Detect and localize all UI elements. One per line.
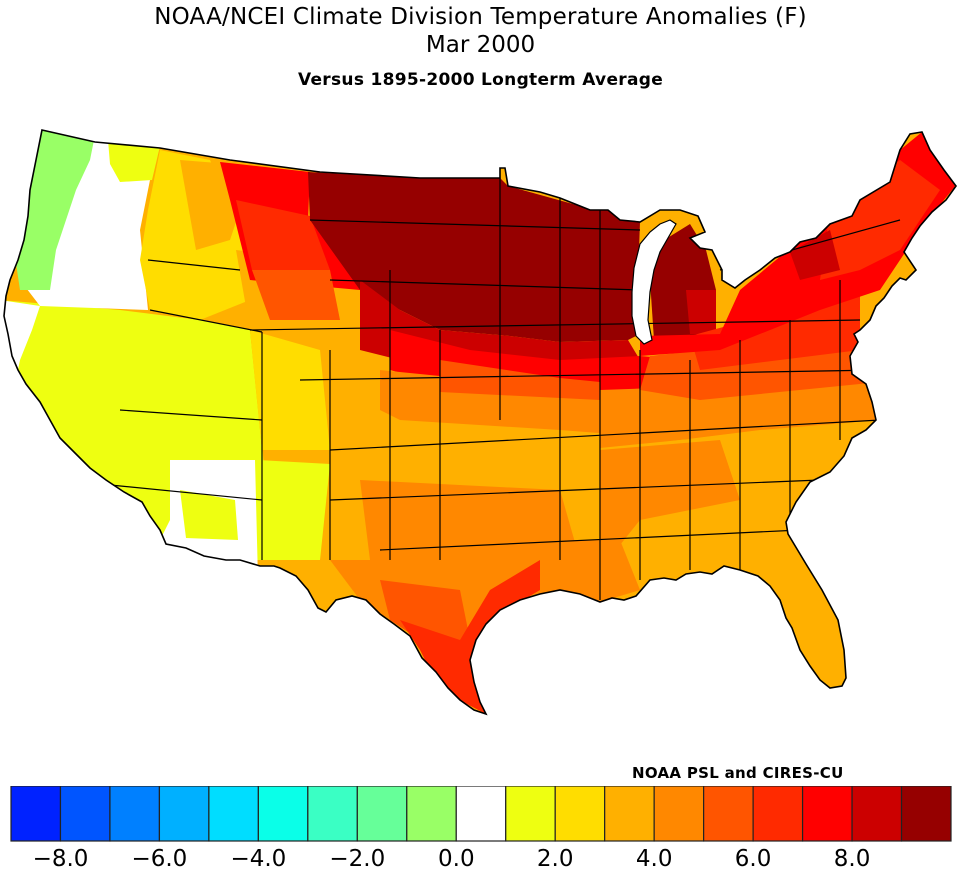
colorbar-bin [356,786,408,842]
colorbar-bin [406,786,457,842]
climate-division-region [236,200,330,270]
colorbar-bin [455,786,507,842]
climate-division-region [790,230,840,280]
colorbar-bin [900,786,952,842]
colorbar-bin [257,786,309,842]
colorbar-bin [505,786,556,842]
colorbar-bin [10,786,62,842]
colorbar-tick-label: 0.0 [438,846,475,872]
colorbar-tick-label: 6.0 [735,846,772,872]
us-outline [3,129,957,716]
colorbar-tick-label: −8.0 [33,846,89,872]
climate-division-region [360,480,580,560]
climate-division-region [180,160,240,250]
colorbar-bin [59,786,111,842]
great-lakes [631,219,677,345]
division-boundary [147,259,241,271]
chart-period: Mar 2000 [425,32,536,58]
climate-division-region [258,460,330,560]
colorbar-tick-label: 2.0 [537,846,574,872]
climate-division-region [108,140,160,182]
colorbar-bin [752,786,804,842]
climate-division-region [686,290,716,334]
division-boundary [329,419,881,451]
colorbar-tick-label: −2.0 [329,846,385,872]
chart-title: NOAA/NCEI Climate Division Temperature A… [154,4,807,30]
colorbar-bin [158,786,210,842]
colorbar: −8.0 −6.0 −4.0 −2.0 0.0 2.0 4.0 6.0 8.0 [10,786,952,872]
colorbar-bin [604,786,655,842]
colorbar-bin [851,786,903,842]
colorbar-bin [109,786,161,842]
credit-label: NOAA PSL and CIRES-CU [632,764,844,782]
division-boundary [329,479,821,501]
colorbar-bin [703,786,754,842]
climate-division-region [252,270,340,320]
colorbar-bin [208,786,259,842]
division-boundary [249,319,861,331]
division-boundary [309,219,641,231]
colorbar-tick-label: 4.0 [636,846,673,872]
division-boundary [149,309,263,333]
colorbar-bin [653,786,705,842]
chart-subtitle: Versus 1895-2000 Longterm Average [297,70,664,90]
colorbar-tick-label: −6.0 [131,846,187,872]
climate-division-region [250,330,330,450]
division-boundary [329,279,641,291]
climate-division-region [820,160,940,280]
colorbar-bin [801,786,853,842]
colorbar-bin [307,786,358,842]
division-boundary [299,369,881,381]
colorbar-tick-label: −4.0 [230,846,286,872]
division-boundary [119,409,263,421]
division-boundary [379,529,801,551]
colorbar-tick-label: 8.0 [834,846,871,872]
colorbar-bin [554,786,606,842]
climate-division-region [180,490,238,540]
climate-division-region [308,172,640,342]
us-climate-division-map [3,129,957,716]
climate-division-region [600,440,740,570]
